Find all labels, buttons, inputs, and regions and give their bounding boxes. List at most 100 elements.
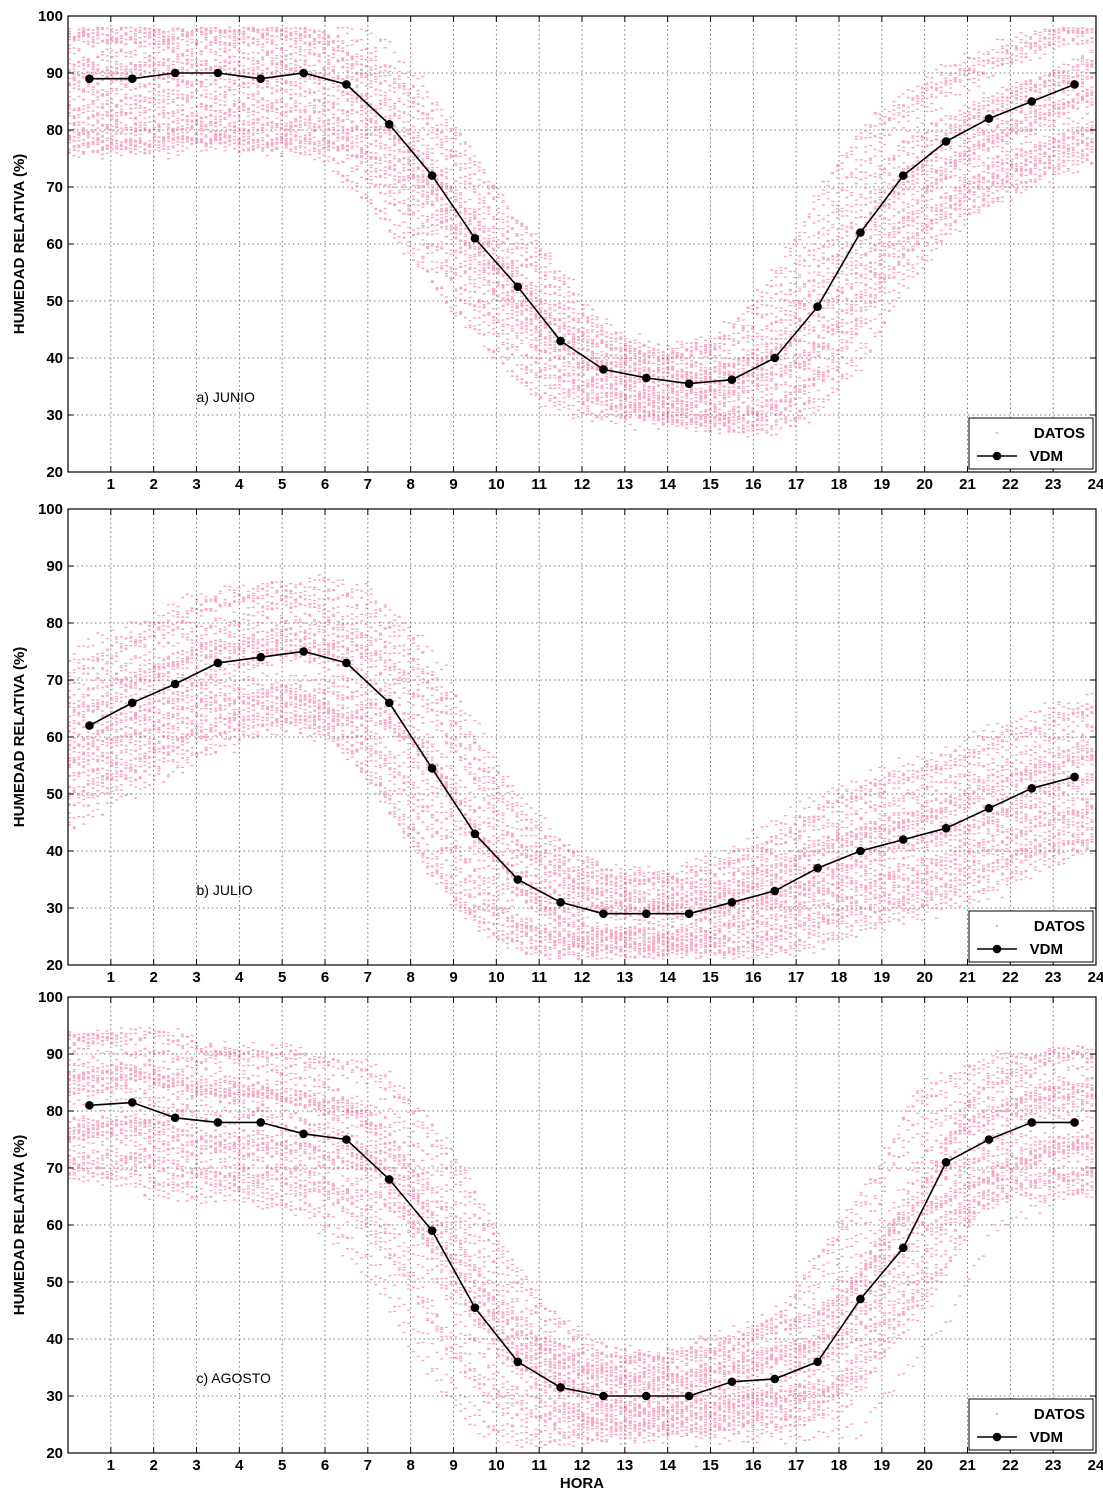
- x-tick-label: 20: [916, 969, 933, 986]
- x-tick-label: 17: [788, 476, 805, 493]
- y-tick-label: 90: [46, 65, 63, 82]
- vdm-point: [856, 846, 865, 856]
- x-tick-label: 19: [873, 969, 890, 986]
- x-tick-label: 6: [321, 1457, 329, 1474]
- x-tick-label: 14: [659, 1457, 676, 1474]
- x-tick-label: 2: [149, 476, 157, 493]
- x-tick-label: 6: [321, 476, 329, 493]
- vdm-point: [213, 1118, 223, 1127]
- vdm-point: [727, 375, 737, 384]
- legend: DATOS VDM: [968, 417, 1094, 470]
- vdm-point: [641, 373, 651, 383]
- y-axis-title: HUMEDAD RELATIVA (%): [11, 647, 28, 828]
- x-tick-label: 8: [406, 1457, 414, 1474]
- x-tick-label: 23: [1045, 1457, 1062, 1474]
- vdm-point: [898, 1243, 908, 1253]
- vdm-point: [684, 379, 694, 388]
- y-tick-label: 60: [46, 729, 63, 746]
- legend-vdm-marker: [992, 451, 1002, 461]
- legend-vdm-label: VDM: [1030, 1429, 1063, 1446]
- x-tick-label: 3: [192, 476, 200, 493]
- panel-annotation: c) AGOSTO: [197, 1370, 272, 1386]
- y-tick-label: 30: [46, 407, 63, 424]
- vdm-point: [941, 137, 951, 146]
- vdm-point: [556, 1383, 565, 1392]
- x-tick-label: 1: [107, 1457, 115, 1474]
- x-tick-label: 2: [149, 1457, 157, 1474]
- vdm-point: [256, 1118, 266, 1127]
- x-tick-label: 15: [702, 969, 719, 986]
- vdm-point: [599, 1391, 608, 1401]
- legend-datos-marker: [995, 431, 999, 435]
- vdm-point: [384, 120, 394, 129]
- vdm-point: [941, 1158, 951, 1167]
- legend-box: [968, 910, 1094, 963]
- x-tick-label: 13: [616, 1457, 633, 1474]
- legend-vdm-marker: [992, 1432, 1002, 1442]
- vdm-point: [856, 228, 865, 237]
- x-tick-label: 16: [745, 1457, 762, 1474]
- y-tick-label: 100: [38, 501, 63, 518]
- x-tick-label: 22: [1002, 1457, 1019, 1474]
- x-tick-label: 7: [364, 969, 372, 986]
- x-tick-label: 7: [364, 1457, 372, 1474]
- vdm-point: [470, 234, 480, 243]
- x-tick-label: 18: [831, 476, 848, 493]
- vdm-point: [1070, 1118, 1079, 1127]
- datos-points: [68, 26, 1096, 438]
- vdm-point: [898, 835, 908, 844]
- x-tick-label: 19: [873, 476, 890, 493]
- y-tick-label: 70: [46, 1160, 63, 1177]
- x-tick-label: 1: [107, 969, 115, 986]
- legend-vdm-marker: [992, 944, 1002, 954]
- x-tick-label: 9: [449, 1457, 457, 1474]
- vdm-point: [727, 898, 737, 907]
- x-tick-label: 5: [278, 1457, 286, 1474]
- x-tick-label: 6: [321, 969, 329, 986]
- vdm-point: [85, 74, 94, 83]
- x-tick-label: 13: [616, 476, 633, 493]
- vdm-point: [427, 764, 437, 773]
- x-tick-label: 24: [1088, 969, 1103, 986]
- vdm-point: [127, 74, 137, 83]
- vdm-point: [342, 80, 351, 89]
- x-tick-label: 8: [406, 969, 414, 986]
- legend-vdm-label: VDM: [1030, 448, 1063, 465]
- x-tick-label: 17: [788, 1457, 805, 1474]
- vdm-point: [299, 647, 308, 656]
- grid: [68, 16, 1096, 472]
- vdm-point: [127, 1098, 137, 1107]
- datos-points: [68, 1027, 1096, 1448]
- x-tick-label: 14: [659, 476, 676, 493]
- x-tick-label: 4: [235, 1457, 244, 1474]
- y-tick-label: 20: [46, 957, 63, 974]
- vdm-point: [856, 1294, 865, 1304]
- x-tick-label: 1: [107, 476, 115, 493]
- x-tick-label: 19: [873, 1457, 890, 1474]
- vdm-point: [684, 1391, 694, 1401]
- x-tick-label: 14: [659, 969, 676, 986]
- datos-scatter: [68, 1027, 1096, 1448]
- x-tick-label: 21: [959, 476, 976, 493]
- legend: DATOS VDM: [968, 1398, 1094, 1451]
- vdm-point: [342, 658, 351, 668]
- panel-annotation: a) JUNIO: [197, 389, 255, 405]
- y-tick-label: 40: [46, 1331, 63, 1348]
- vdm-point: [941, 823, 951, 833]
- panel-3: 1 2 3 4 5 6 7 8 9 10 11 12 13 14 15 16 17 18 19 20 21 22 23 242…: [11, 989, 1103, 1474]
- y-tick-label: 80: [46, 615, 63, 632]
- x-tick-label: 11: [531, 1457, 547, 1474]
- vdm-point: [770, 1374, 780, 1384]
- y-tick-label: 50: [46, 786, 63, 803]
- y-tick-label: 30: [46, 1388, 63, 1405]
- x-tick-label: 11: [531, 969, 547, 986]
- x-tick-label: 10: [488, 1457, 505, 1474]
- y-tick-label: 70: [46, 179, 63, 196]
- y-axis-title: HUMEDAD RELATIVA (%): [11, 154, 28, 335]
- x-tick-label: 3: [192, 1457, 200, 1474]
- x-tick-label: 16: [745, 969, 762, 986]
- vdm-point: [470, 829, 480, 839]
- x-tick-label: 22: [1002, 969, 1019, 986]
- x-tick-label: 20: [916, 476, 933, 493]
- vdm-point: [727, 1377, 737, 1387]
